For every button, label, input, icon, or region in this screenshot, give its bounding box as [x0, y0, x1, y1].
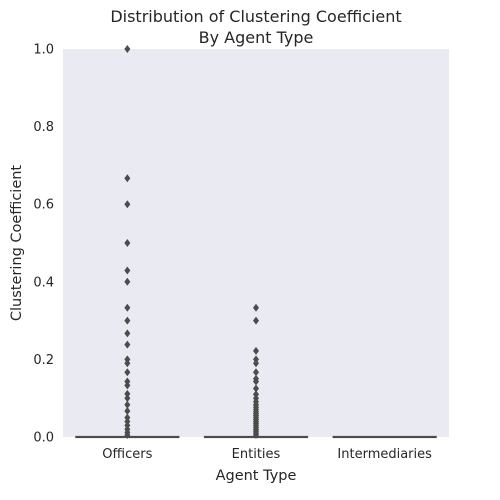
outlier-point	[124, 303, 131, 312]
x-tick-label: Entities	[232, 447, 281, 462]
outlier-point	[253, 368, 259, 377]
outlier-point	[124, 431, 131, 440]
outlier-point	[253, 303, 259, 312]
box-officers	[75, 45, 180, 440]
outlier-point	[124, 45, 131, 53]
y-tick-label: 0.4	[33, 275, 54, 290]
y-tick-label: 0.0	[33, 431, 54, 446]
y-axis-ticks: 0.0 0.2 0.4 0.6 0.8 1.0	[33, 43, 54, 446]
outlier-point	[124, 200, 131, 209]
outlier-point	[124, 316, 131, 325]
outlier-point	[124, 329, 131, 338]
outlier-point	[124, 381, 131, 390]
x-axis-label: Agent Type	[216, 468, 297, 484]
outlier-point	[124, 239, 131, 247]
y-axis-label: Clustering Coefficient	[9, 165, 25, 322]
x-tick-label: Officers	[102, 447, 152, 462]
outlier-point	[253, 384, 259, 393]
outlier-point	[253, 359, 259, 368]
outlier-point	[124, 359, 131, 368]
chart-title-line-2: By Agent Type	[199, 28, 314, 47]
box-intermediaries	[332, 435, 437, 439]
x-tick-label: Intermediaries	[337, 447, 432, 462]
outlier-point	[253, 346, 259, 355]
y-tick-label: 0.8	[33, 120, 54, 135]
outlier-point	[253, 431, 259, 440]
outlier-point	[124, 400, 131, 409]
outlier-point	[124, 368, 131, 377]
outlier-point	[253, 316, 259, 325]
y-tick-label: 0.2	[33, 353, 54, 368]
y-tick-label: 1.0	[33, 43, 54, 58]
outlier-point	[124, 394, 131, 403]
outlier-point	[124, 340, 131, 349]
outlier-point	[253, 377, 259, 386]
outlier-point	[124, 266, 131, 275]
boxes	[75, 45, 437, 440]
y-tick-label: 0.6	[33, 198, 54, 213]
outlier-point	[124, 277, 131, 286]
chart-title-line-1: Distribution of Clustering Coefficient	[110, 7, 401, 26]
outlier-point	[124, 407, 131, 416]
box-entities	[203, 303, 309, 440]
x-axis-ticks: Officers Entities Intermediaries	[102, 447, 432, 462]
outlier-point	[124, 174, 131, 183]
outlier-point	[124, 389, 131, 398]
